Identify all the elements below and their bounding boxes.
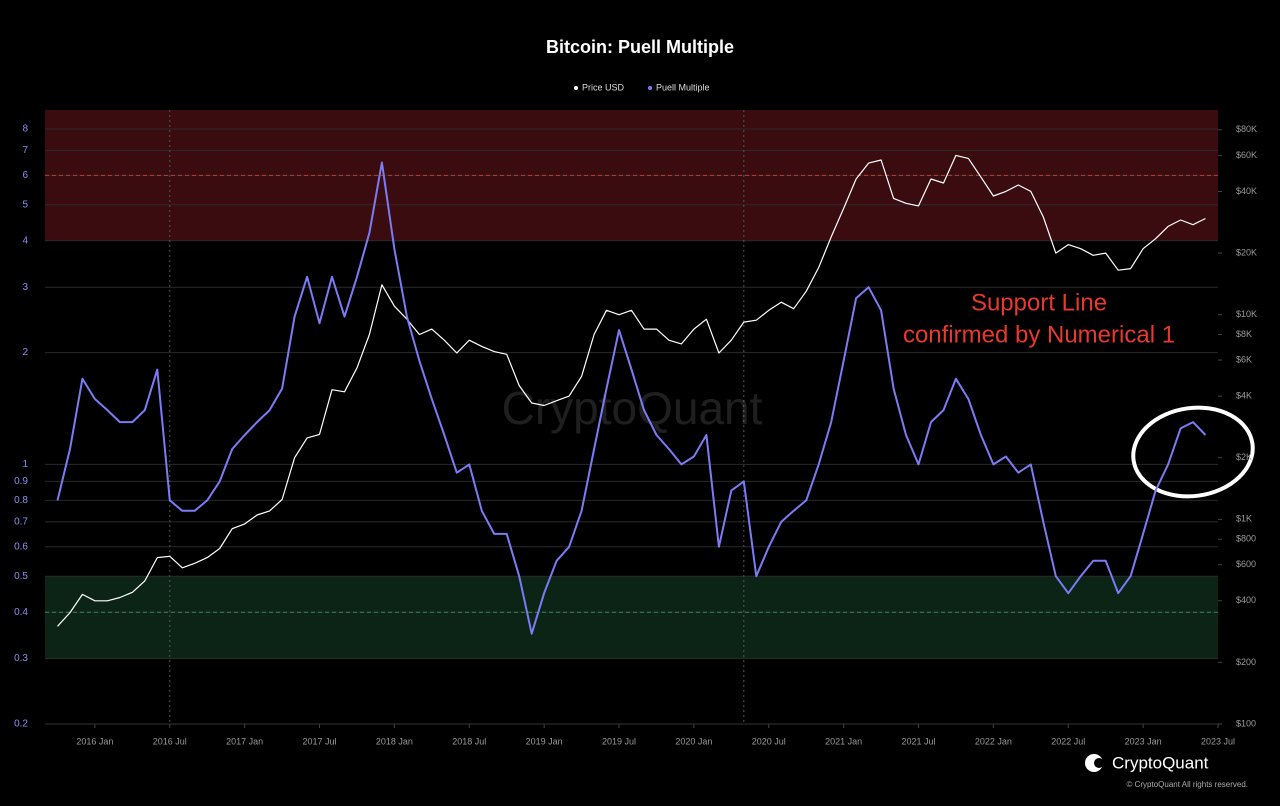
x-tick-label: 2016 Jul	[153, 736, 187, 746]
y-tick-label: 7	[22, 145, 28, 156]
legend-marker	[648, 86, 652, 90]
y-tick-label: 0.8	[14, 495, 28, 506]
x-tick-label: 2023 Jan	[1125, 736, 1162, 746]
y-tick-label: 8	[22, 124, 28, 135]
legend-label: Price USD	[582, 82, 625, 92]
chart-title: Bitcoin: Puell Multiple	[546, 37, 734, 57]
x-tick-label: 2018 Jan	[376, 736, 413, 746]
y-tick-label: 6	[22, 170, 28, 181]
y2-tick-label: $600	[1236, 559, 1256, 569]
y2-tick-label: $800	[1236, 534, 1256, 544]
y2-tick-label: $100	[1236, 718, 1256, 728]
y2-tick-label: $4K	[1236, 390, 1252, 400]
zones	[45, 110, 1218, 725]
legend: Price USD Puell Multiple	[574, 82, 710, 92]
annotation: Support Line confirmed by Numerical 1	[903, 289, 1175, 348]
x-tick-label: 2019 Jul	[602, 736, 636, 746]
logo-cut	[1094, 758, 1104, 768]
y-tick-label: 0.6	[14, 541, 28, 552]
y-tick-label: 4	[22, 235, 28, 246]
series-line	[57, 154, 1206, 627]
y2-tick-label: $80K	[1236, 124, 1257, 134]
y-tick-label: 0.3	[14, 653, 28, 664]
y-tick-label: 0.5	[14, 571, 28, 582]
y-tick-label: 0.7	[14, 517, 28, 528]
x-tick-label: 2017 Jan	[226, 736, 263, 746]
annotation-text: Support Line	[971, 289, 1107, 316]
y-tick-label: 0.4	[14, 607, 28, 618]
legend-marker	[574, 86, 578, 90]
y2-tick-label: $10K	[1236, 309, 1257, 319]
x-tick-label: 2021 Jan	[825, 736, 862, 746]
footer-brand: CryptoQuant	[1112, 753, 1209, 772]
y2-tick-label: $6K	[1236, 354, 1252, 364]
y2-tick-label: $20K	[1236, 247, 1257, 257]
y-tick-label: 0.2	[14, 719, 28, 730]
annotation-text: confirmed by Numerical 1	[903, 321, 1175, 348]
highlight-ellipse	[1131, 405, 1255, 499]
y2-tick-label: $8K	[1236, 329, 1252, 339]
watermark: CryptoQuant	[502, 382, 763, 434]
x-tick-label: 2019 Jan	[526, 736, 563, 746]
x-tick-label: 2020 Jul	[752, 736, 786, 746]
x-tick-label: 2022 Jan	[975, 736, 1012, 746]
x-tick-label: 2018 Jul	[452, 736, 486, 746]
y-tick-label: 0.9	[14, 476, 28, 487]
y-tick-label: 5	[22, 199, 28, 210]
y-tick-label: 1	[22, 459, 28, 470]
x-tick-label: 2021 Jul	[901, 736, 935, 746]
series-line	[56, 161, 1207, 635]
x-tick-label: 2023 Jul	[1201, 736, 1235, 746]
x-tick-label: 2020 Jan	[675, 736, 712, 746]
footer-copyright: © CryptoQuant All rights reserved.	[1127, 780, 1249, 789]
legend-label: Puell Multiple	[656, 82, 710, 92]
y-tick-label: 2	[22, 347, 28, 358]
y2-tick-label: $200	[1236, 657, 1256, 667]
footer: CryptoQuant © CryptoQuant All rights res…	[1085, 753, 1248, 789]
zone	[45, 576, 1218, 659]
x-tick-label: 2016 Jan	[76, 736, 113, 746]
y2-tick-label: $2K	[1236, 452, 1252, 462]
x-tick-label: 2017 Jul	[303, 736, 337, 746]
y-tick-label: 3	[22, 282, 28, 293]
y2-tick-label: $1K	[1236, 514, 1252, 524]
y2-tick-label: $60K	[1236, 150, 1257, 160]
x-tick-label: 2022 Jul	[1051, 736, 1085, 746]
y2-tick-label: $40K	[1236, 186, 1257, 196]
y2-tick-label: $400	[1236, 595, 1256, 605]
